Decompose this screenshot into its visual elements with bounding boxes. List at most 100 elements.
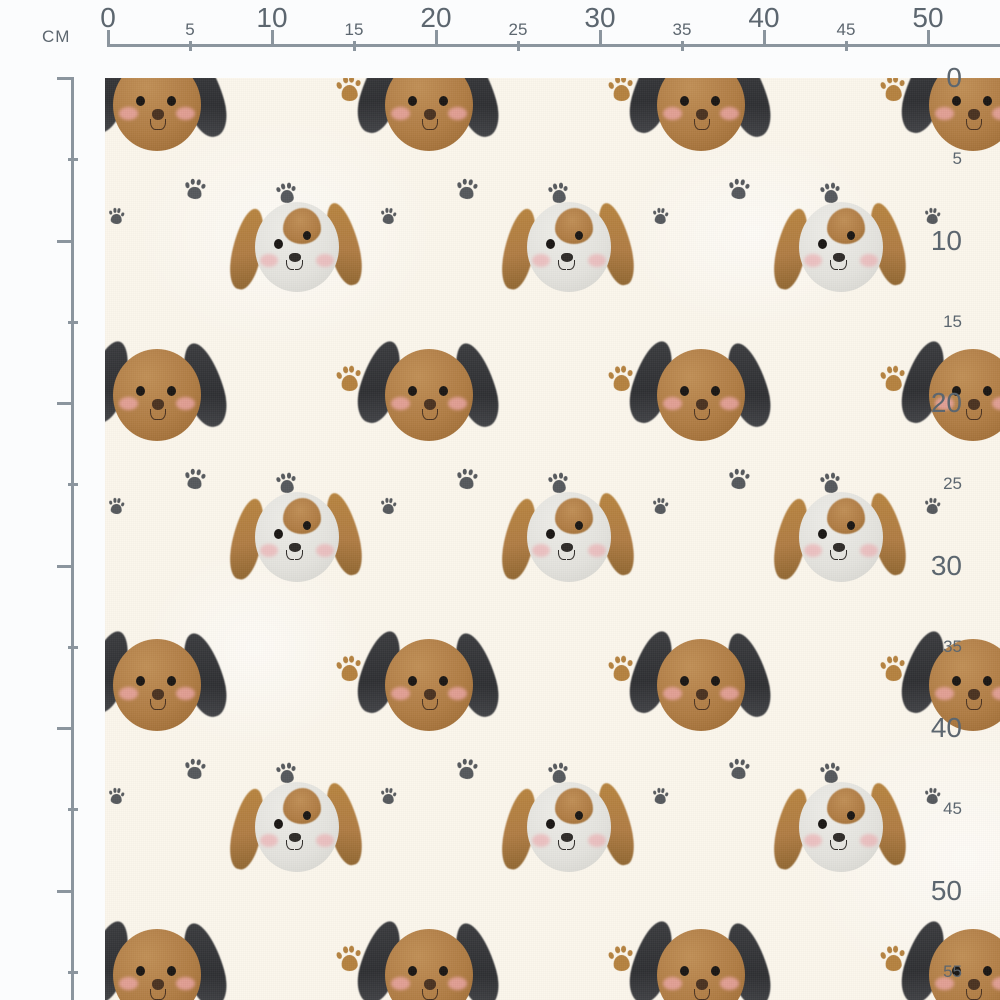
dog-eye-left [408, 966, 417, 976]
dog-cheek-right [316, 254, 334, 267]
dog-nose [289, 543, 301, 552]
dog-eye-right [711, 96, 720, 106]
dog-nose [833, 833, 845, 842]
dog-face-brown [351, 916, 506, 1000]
ruler-v-tick-55 [68, 970, 78, 974]
paw-toe-3 [563, 475, 569, 482]
ruler-v-tick-5 [68, 158, 78, 162]
dog-mouth-right [567, 550, 575, 560]
dog-cheek-right [720, 687, 739, 700]
dog-cheek-right [992, 107, 1000, 120]
paw-pad [458, 765, 474, 781]
dog-cheek-left [935, 687, 954, 700]
dog-mouth-right [295, 260, 303, 270]
paw-toe-1 [885, 655, 893, 664]
dog-eye-left [546, 529, 555, 539]
paw-toe-0 [335, 950, 343, 959]
dog-eye-left [546, 239, 555, 249]
paw-toe-0 [728, 181, 734, 188]
paw-toe-3 [199, 763, 206, 770]
dog-mouth-left [966, 409, 974, 420]
paw-toe-3 [354, 79, 361, 87]
fabric-swatch-canvas[interactable] [105, 78, 1000, 1000]
paw-toe-3 [354, 949, 361, 957]
dog-cheek-right [448, 397, 467, 410]
paw-toe-3 [898, 949, 905, 957]
paw-toe-0 [607, 80, 615, 89]
paw-toe-2 [620, 655, 627, 663]
dog-eye-right [167, 386, 176, 396]
ruler-v-tick-40 [57, 727, 74, 730]
dog-eye-right [167, 676, 176, 686]
dog-nose [561, 543, 573, 552]
dog-cheek-left [391, 687, 410, 700]
paw-toe-2 [558, 472, 564, 479]
dog-mouth-left [694, 409, 702, 420]
ruler-v-label-20: 20 [930, 387, 962, 418]
paw-pad [279, 189, 295, 205]
ruler-v-tick-45 [68, 808, 78, 812]
dog-mouth-right [839, 550, 847, 560]
paw-toe-0 [456, 471, 462, 478]
dog-mouth-right [430, 699, 438, 710]
paw-toe-1 [190, 468, 196, 475]
dog-eye-right [983, 966, 992, 976]
paw-print-grey [108, 786, 127, 806]
dog-nose [696, 109, 708, 120]
dog-eye-right [167, 966, 176, 976]
dog-eye-right [303, 521, 311, 530]
paw-toe-2 [830, 762, 836, 769]
dog-face-white [496, 488, 640, 588]
paw-pad [340, 374, 358, 392]
dog-mouth-right [839, 260, 847, 270]
ruler-h-tick-25 [517, 41, 520, 51]
ruler-v-tick-50 [57, 889, 74, 893]
dog-cheek-right [720, 397, 739, 410]
paw-print-grey [547, 760, 572, 786]
dog-cheek-right [588, 544, 606, 557]
paw-toe-2 [558, 182, 564, 189]
dog-cheek-left [663, 397, 682, 410]
dog-face-brown [623, 626, 778, 740]
dog-eye-left [408, 676, 417, 686]
dog-mouth-left [422, 409, 430, 420]
paw-toe-0 [607, 660, 615, 669]
dog-eye-right [983, 676, 992, 686]
paw-pad [612, 84, 630, 102]
dog-face-brown [105, 916, 234, 1000]
dog-mouth-right [567, 840, 575, 850]
dog-head [113, 639, 201, 731]
dog-eye-right [847, 521, 855, 530]
paw-toe-1 [190, 178, 196, 185]
ruler-h-label-0: 0 [100, 2, 116, 33]
ruler-h-tick-50 [927, 30, 930, 47]
ruler-vertical-axis [71, 78, 74, 1000]
paw-toe-1 [613, 78, 621, 84]
paw-toe-3 [199, 183, 206, 190]
paw-pad [186, 475, 202, 491]
dog-eye-patch [555, 788, 593, 824]
ruler-h-label-30: 30 [584, 2, 616, 33]
dog-eye-right [711, 386, 720, 396]
dog-eye-left [546, 819, 555, 829]
paw-toe-3 [626, 949, 633, 957]
dog-cheek-right [992, 397, 1000, 410]
ruler-v-label-15: 15 [943, 311, 962, 331]
dog-mouth-left [966, 699, 974, 710]
paw-toe-3 [835, 765, 841, 772]
paw-pad [458, 475, 474, 491]
dog-nose [424, 689, 436, 700]
paw-toe-3 [392, 791, 398, 797]
dog-nose [561, 833, 573, 842]
ruler-h-label-35: 35 [672, 20, 692, 39]
paw-toe-2 [892, 365, 899, 373]
dog-mouth-left [966, 989, 974, 1000]
dog-mouth-right [974, 119, 982, 130]
paw-toe-2 [348, 655, 355, 663]
dog-cheek-right [860, 254, 878, 267]
paw-print-grey [924, 206, 943, 226]
ruler-h-label-15: 15 [344, 20, 364, 39]
paw-print-brown [606, 652, 635, 683]
paw-toe-3 [471, 763, 478, 770]
dog-eye-left [408, 386, 417, 396]
